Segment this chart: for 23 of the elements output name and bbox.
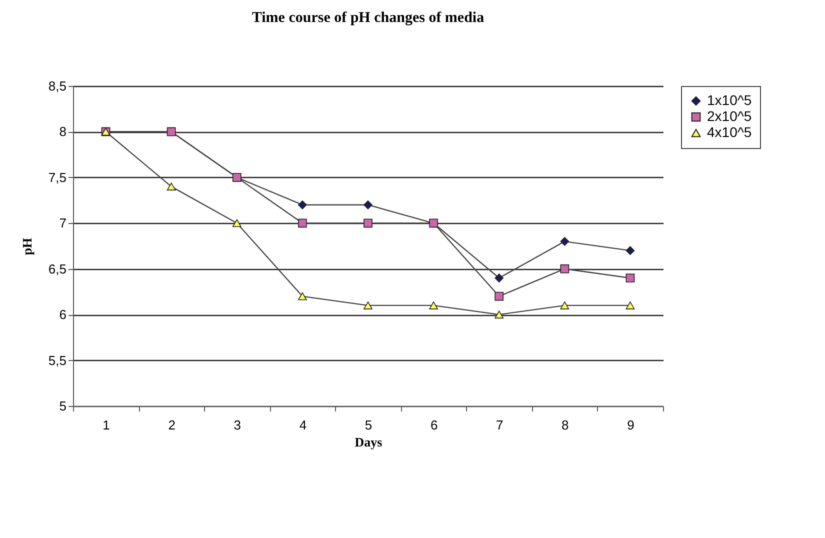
x-tick-label: 7 [496,418,504,432]
y-tick-label: 6 [59,307,66,322]
chart-title: Time course of pH changes of media [252,10,485,26]
y-tick-label: 5 [59,398,66,414]
y-axis-title: pH [19,238,34,256]
legend-label: 2x10^5 [707,108,752,124]
x-tick-label: 9 [627,418,634,432]
x-tick-label: 8 [562,418,569,432]
x-tick-label: 5 [364,418,372,432]
x-tick-label: 6 [430,418,438,432]
x-tick-label: 1 [102,418,110,432]
x-tick-label: 3 [234,418,242,432]
x-axis-title: Days [354,434,382,450]
y-tick-label: 8,5 [48,78,66,94]
legend-label: 1x10^5 [707,92,752,108]
legend-label: 4x10^5 [707,124,752,140]
y-tick-label: 5,5 [48,352,66,368]
y-tick-label: 7,5 [48,170,66,185]
x-tick-label: 4 [299,418,307,432]
x-tick-label: 2 [168,418,176,432]
y-tick-label: 6,5 [48,261,66,276]
y-tick-label: 8 [59,124,66,140]
y-tick-label: 7 [59,216,66,231]
